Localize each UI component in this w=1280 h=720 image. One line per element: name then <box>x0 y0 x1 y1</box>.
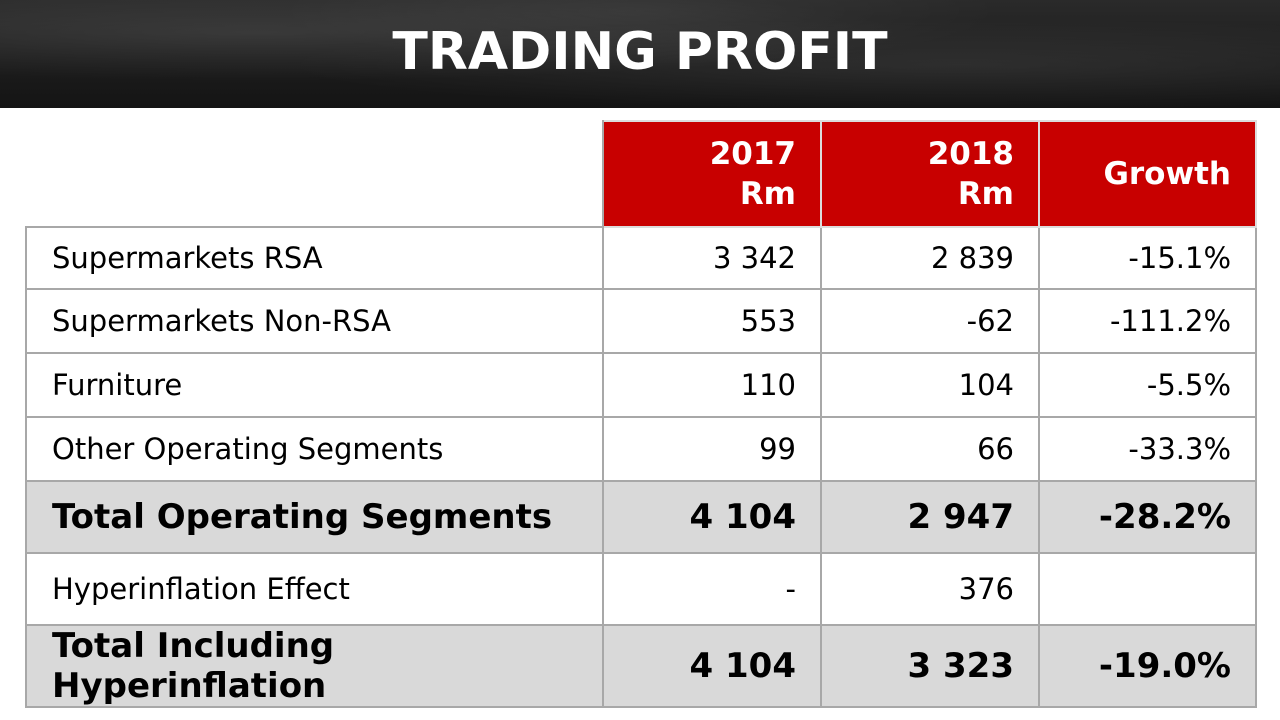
value-2017: - <box>602 552 822 626</box>
total-row: Total Operating Segments 4 104 2 947 -28… <box>25 480 1257 554</box>
row-label: Other Operating Segments <box>25 416 604 482</box>
column-header-year: 2017 <box>709 136 796 172</box>
trading-profit-table: 2017 Rm 2018 Rm Growth Supermarkets RSA … <box>25 120 1257 708</box>
column-header-2018: 2018 Rm <box>820 120 1040 228</box>
column-header-unit: Rm <box>957 176 1014 212</box>
value-growth: -5.5% <box>1038 352 1257 418</box>
column-header-unit: Rm <box>739 176 796 212</box>
row-label: Total Operating Segments <box>25 480 604 554</box>
value-growth: -33.3% <box>1038 416 1257 482</box>
value-growth <box>1038 552 1257 626</box>
column-header-2017: 2017 Rm <box>602 120 822 228</box>
row-label: Supermarkets RSA <box>25 226 604 290</box>
value-2017: 4 104 <box>602 624 822 708</box>
table-header-row: 2017 Rm 2018 Rm Growth <box>26 120 1257 228</box>
value-2018: 3 323 <box>820 624 1040 708</box>
title-banner: TRADING PROFIT <box>0 0 1280 108</box>
value-growth: -15.1% <box>1038 226 1257 290</box>
value-growth: -28.2% <box>1038 480 1257 554</box>
value-2017: 110 <box>602 352 822 418</box>
value-2018: 376 <box>820 552 1040 626</box>
page-title: TRADING PROFIT <box>392 22 888 82</box>
value-2017: 4 104 <box>602 480 822 554</box>
table-row: Other Operating Segments 99 66 -33.3% <box>25 416 1257 482</box>
row-label: Supermarkets Non-RSA <box>25 288 604 354</box>
table-row: Supermarkets RSA 3 342 2 839 -15.1% <box>25 226 1257 290</box>
total-row: Total Including Hyperinflation 4 104 3 3… <box>25 624 1257 708</box>
value-2018: 2 947 <box>820 480 1040 554</box>
value-2017: 3 342 <box>602 226 822 290</box>
value-2018: 2 839 <box>820 226 1040 290</box>
value-2017: 553 <box>602 288 822 354</box>
column-header-growth: Growth <box>1038 120 1257 228</box>
row-label: Hyperinflation Effect <box>25 552 604 626</box>
value-growth: -19.0% <box>1038 624 1257 708</box>
table-row: Supermarkets Non-RSA 553 -62 -111.2% <box>25 288 1257 354</box>
column-header-label: Growth <box>1103 156 1231 192</box>
row-label: Total Including Hyperinflation <box>25 624 604 708</box>
value-2017: 99 <box>602 416 822 482</box>
column-header-year: 2018 <box>927 136 1014 172</box>
table-row: Hyperinflation Effect - 376 <box>25 552 1257 626</box>
row-label: Furniture <box>25 352 604 418</box>
table-row: Furniture 110 104 -5.5% <box>25 352 1257 418</box>
value-2018: 104 <box>820 352 1040 418</box>
value-growth: -111.2% <box>1038 288 1257 354</box>
header-blank-cell <box>26 121 604 228</box>
value-2018: -62 <box>820 288 1040 354</box>
value-2018: 66 <box>820 416 1040 482</box>
